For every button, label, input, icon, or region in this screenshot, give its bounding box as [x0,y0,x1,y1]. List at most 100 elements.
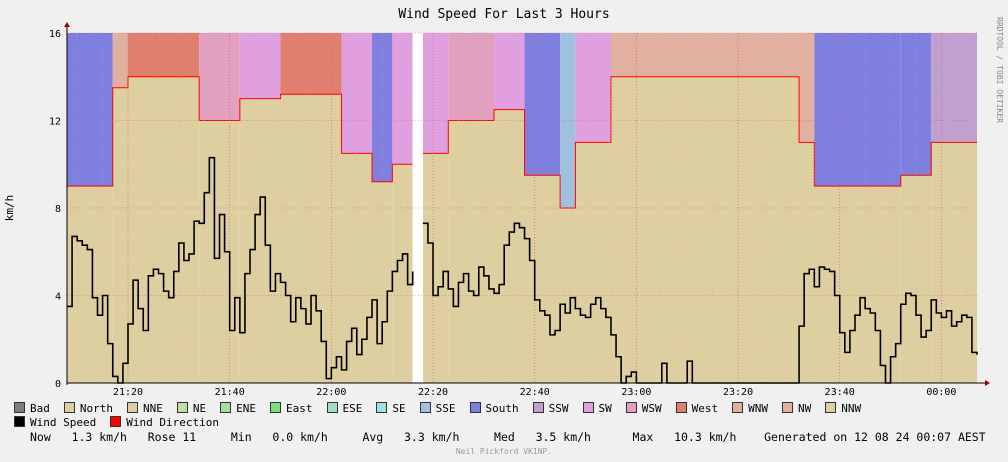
direction-band-top [372,33,393,182]
direction-band-base [422,153,449,383]
x-tick-label: 22:20 [418,387,448,398]
min-value: 0.0 km/h [272,430,328,444]
legend-swatch [675,402,687,413]
data-gap [412,33,423,383]
legend-swatch [220,402,232,413]
y-axis-arrow [64,22,70,27]
y-tick-label: 8 [55,204,61,215]
direction-band-top [814,33,901,187]
legend-item: Bad [14,402,50,416]
legend-item: South [469,402,519,416]
legend-swatch [176,402,188,413]
legend-item: WNW [732,402,768,416]
legend-item: SSE [419,402,456,416]
legend-item: West [675,402,719,416]
legend-label: NW [798,402,812,415]
wind-direction-line [67,76,977,209]
direction-band-top [67,33,113,187]
y-tick-label: 4 [55,292,61,303]
rose-value: 11 [182,430,197,444]
avg-label: Avg [362,430,384,444]
legend-item: North [63,402,113,416]
y-tick-label: 0 [55,379,61,390]
x-tick-label: 22:00 [316,387,346,398]
legend-item: SSW [532,402,569,416]
legend-swatch [419,402,431,413]
stats-line: Now 1.3 km/h Rose 11 Min 0.0 km/h Avg 3.… [30,430,986,444]
y-axis-label: km/h [3,195,16,222]
avg-value: 3.3 km/h [404,430,460,444]
direction-band-top [575,33,611,143]
direction-band-top [280,33,342,95]
direction-band-base [575,142,611,383]
y-tick-label: 16 [49,29,61,40]
direction-band-base [67,186,113,383]
direction-band-top [900,33,932,176]
legend-label: South [485,402,519,415]
legend-label: NNW [841,402,862,415]
x-tick-label: 23:20 [723,387,753,398]
legend-label: NNE [143,402,163,415]
med-value: 3.5 km/h [535,430,591,444]
direction-band-top [610,33,800,77]
grid-lines [67,32,977,383]
legend-label: SSE [435,402,456,415]
direction-band-top [560,33,576,208]
legend-item: ENE [220,402,256,416]
x-tick-label: 23:40 [825,387,855,398]
credit: Neil Pickford VK1NP. [455,447,553,456]
legend-label: SW [598,402,612,415]
legend-label: SSW [548,402,569,415]
now-label: Now [30,430,51,444]
legend-swatch [582,402,594,413]
direction-band-base [239,98,281,383]
direction-band-top [494,33,525,110]
direction-band-base [560,208,576,383]
direction-band-base [814,186,901,383]
x-tick-label: 21:20 [113,387,143,398]
legend-swatch [625,402,637,413]
legend-item: NNW [825,402,861,416]
legend-swatch [825,402,837,413]
legend-item: NW [782,402,811,416]
legend-swatch [110,416,122,427]
legend-swatch [732,402,744,413]
legend-item: WSW [625,402,662,416]
x-axis-arrow [985,380,990,386]
rrdtool-watermark: RRDTOOL / TOBI OETIKER [995,17,1004,123]
max-value: 10.3 km/h [674,430,737,444]
legend: Bad North NNE NE ENE East ESE SE SSE South SSW SW WS… [14,402,1004,430]
direction-band-base [610,76,800,383]
direction-band-base [392,164,413,383]
direction-band-base [448,120,495,383]
direction-band-base [112,87,129,383]
legend-swatch [469,402,481,413]
direction-band-top [799,33,815,143]
legend-label: Wind Speed [30,416,97,429]
direction-band-base [799,142,815,383]
min-label: Min [230,430,252,444]
wind-chart: Wind Speed For Last 3 Hours km/h RRDTOOL… [3,7,1004,398]
direction-band-base [128,76,200,383]
direction-band-top [422,33,449,154]
legend-item: NNE [127,402,163,416]
y-tick-label: 12 [49,117,61,128]
legend-label: East [286,402,313,415]
direction-band-top [448,33,495,121]
legend-label: SE [392,402,406,415]
legend-swatch [127,402,138,413]
x-tick-label: 21:40 [215,387,245,398]
direction-band-base [931,142,977,383]
legend-label: WNW [748,402,768,415]
legend-item: NE [176,402,206,416]
direction-band-top [392,33,413,165]
legend-swatch [63,402,75,413]
direction-band-top [199,33,240,121]
rose-label: Rose [147,430,176,444]
direction-band-top [524,33,561,176]
direction-band-top [112,33,129,88]
generated-text: Generated on 12 08 24 00:07 AEST [764,430,986,444]
legend-label: West [691,402,719,415]
legend-item: Wind Speed [14,416,96,430]
direction-band-top [239,33,281,99]
